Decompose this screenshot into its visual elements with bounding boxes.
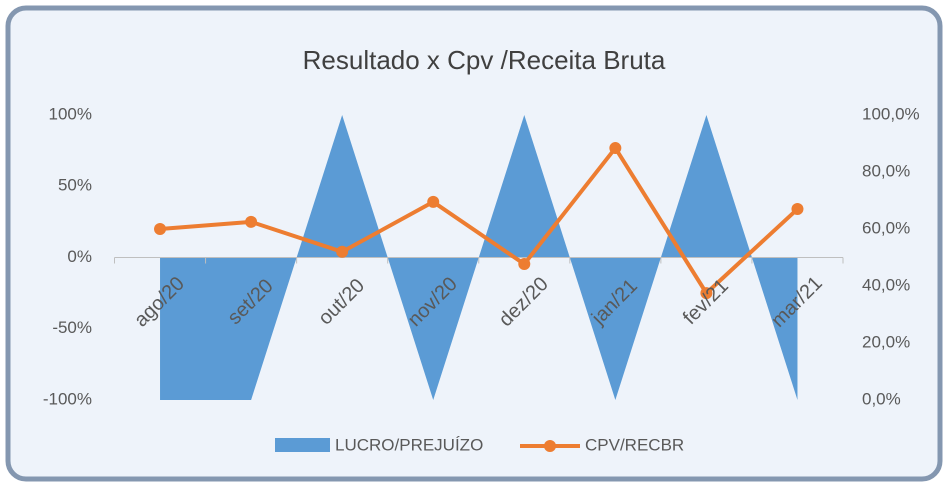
y-tick-label: 0% [67,247,92,266]
legend-swatch [544,440,556,452]
line-marker [518,258,531,271]
y-tick-label: 100% [49,104,92,123]
y-tick-label: -100% [43,389,92,408]
legend-label: LUCRO/PREJUÍZO [335,435,483,454]
legend-swatch [275,438,330,452]
line-marker [427,195,440,208]
y-tick-label: -50% [52,318,92,337]
line-marker [791,203,804,216]
chart-frame [5,5,943,482]
chart-title: Resultado x Cpv /Receita Bruta [303,45,666,75]
line-marker [336,245,349,258]
y2-tick-label: 40,0% [862,275,910,294]
y2-tick-label: 60,0% [862,218,910,237]
line-marker [700,287,713,300]
y2-tick-label: 0,0% [862,389,901,408]
line-marker [154,223,167,235]
y-tick-label: 50% [58,176,92,195]
line-marker [609,142,622,155]
y2-tick-label: 80,0% [862,161,910,180]
line-marker [245,215,258,228]
y2-tick-label: 100,0% [862,104,920,123]
legend-label: CPV/RECBR [585,435,684,454]
line [159,146,799,296]
y2-tick-label: 20,0% [862,332,910,351]
